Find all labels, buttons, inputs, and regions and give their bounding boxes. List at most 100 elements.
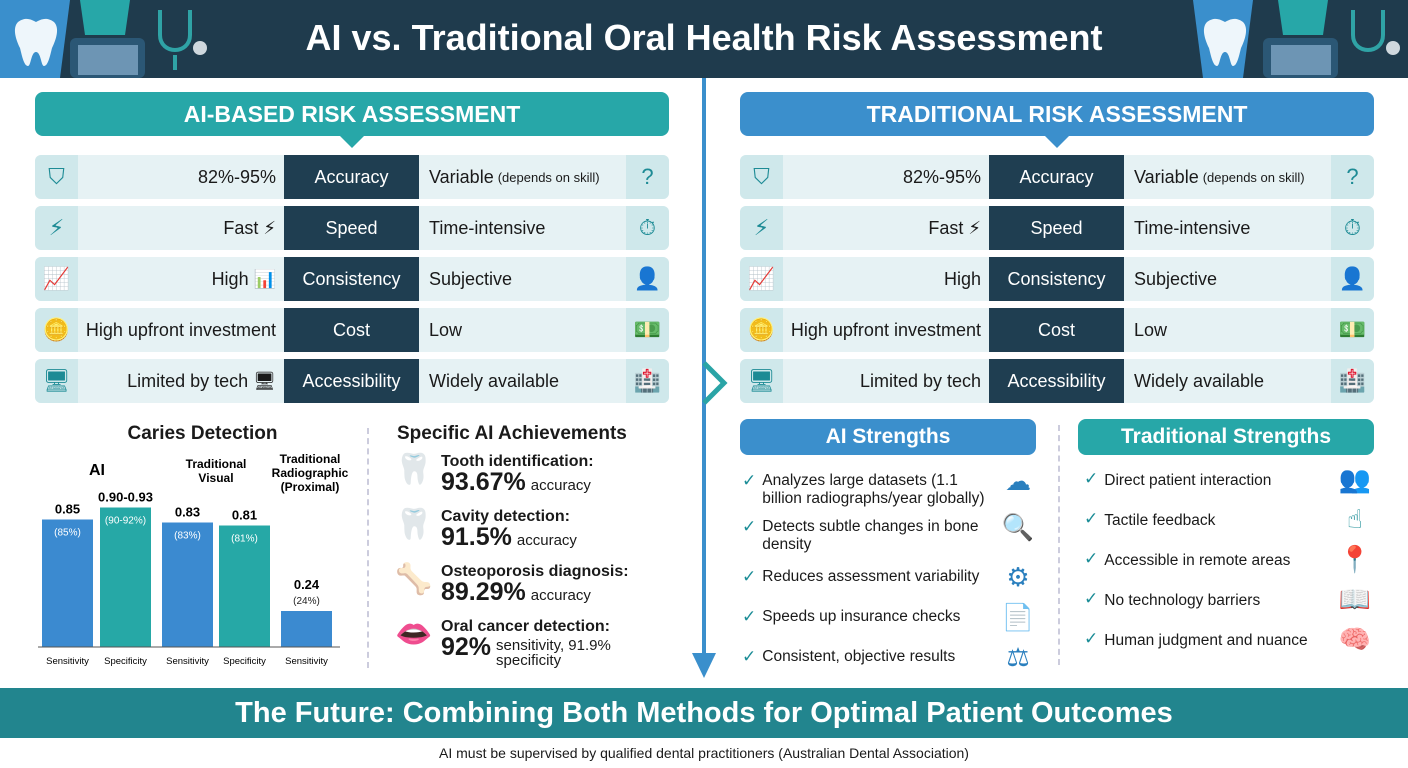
group-label: Traditional (280, 452, 341, 466)
magnifier-tooth-icon: 🔍 (1001, 512, 1035, 542)
ai-value-text: Limited by tech (859, 370, 981, 391)
dental-decoration-right (1193, 0, 1408, 78)
comparison-row: ⛉ 82%-95% Accuracy Variable (depends on s… (35, 155, 669, 199)
open-book-icon: 📖 (1338, 584, 1371, 614)
traditional-strength-item: ✓ Accessible in remote areas 📍 (1084, 546, 1374, 572)
traditional-value-text: Widely available (429, 370, 560, 391)
lightning-icon: ⚡ (35, 206, 78, 250)
ai-value-text: High (943, 268, 981, 289)
footer-caption: AI must be supervised by qualified denta… (439, 745, 969, 761)
ai-value-text: Limited by tech 🖥 (127, 370, 276, 391)
bar-value-label: 0.90-0.93 (98, 490, 153, 505)
comparison-row: ⚡ Fast ⚡ Speed Time-intensive ⏱ (740, 206, 1374, 250)
metric-label: Accuracy (989, 155, 1124, 199)
traditional-value-text: Variable (429, 166, 494, 187)
chart-bar (100, 507, 151, 647)
ai-value: 82%-95% (78, 155, 284, 199)
achievement-unit: sensitivity, 91.9% specificity (496, 637, 611, 669)
strength-text: Human judgment and nuance (1104, 632, 1308, 649)
comparison-row: 🪙 High upfront investment Cost Low 💵 (740, 308, 1374, 352)
metric-label: Accuracy (284, 155, 419, 199)
ai-strength-item: ✓ Detects subtle changes in bone density 🔍 (742, 512, 1038, 554)
strength-text: Tactile feedback (1104, 512, 1216, 529)
cloud-database-icon: ☁ (1005, 466, 1032, 496)
clinic-icon: 🏥 (626, 359, 669, 403)
coins-icon: 🪙 (740, 308, 783, 352)
dental-decoration-left (0, 0, 215, 78)
pointer-triangle (340, 136, 364, 148)
metric-label: Consistency (284, 257, 419, 301)
ai-value: Fast ⚡ (783, 206, 989, 250)
x-tick-label: Sensitivity (166, 656, 209, 667)
check-icon: ✓ (742, 647, 757, 666)
achievement-item: 🦷 Cavity detection: 91.5% accuracy (395, 507, 680, 552)
achievement-unit: accuracy (530, 477, 591, 494)
person-icon: 👤 (626, 257, 669, 301)
clinic-icon: 🏥 (1331, 359, 1374, 403)
traditional-value: Subjective (1124, 257, 1331, 301)
comparison-row: 🪙 High upfront investment Cost Low 💵 (35, 308, 669, 352)
ai-strengths-header: AI Strengths (740, 419, 1036, 455)
traditional-value-text: Low (429, 319, 463, 340)
comparison-row: 🖥 Limited by tech 🖥 Accessibility Widely… (35, 359, 669, 403)
achievement-label: Osteoporosis diagnosis: (441, 563, 629, 580)
chart-bar (42, 519, 93, 647)
strength-text: Reduces assessment variability (762, 568, 980, 585)
check-icon: ✓ (1084, 629, 1099, 648)
metric-label: Speed (284, 206, 419, 250)
traditional-value-note: (depends on skill) (1202, 169, 1305, 185)
ai-value-text: 82%-95% (902, 166, 981, 187)
check-icon: ✓ (1084, 549, 1099, 568)
future-banner: The Future: Combining Both Methods for O… (0, 688, 1408, 738)
pointer-triangle (1045, 136, 1069, 148)
document-clock-icon: 📄 (1001, 602, 1035, 632)
traditional-value-text: Subjective (429, 268, 513, 289)
achievement-value: 93.67% (441, 468, 526, 496)
comparison-row: ⚡ Fast ⚡ Speed Time-intensive ⏱ (35, 206, 669, 250)
panel-title: TRADITIONAL RISK ASSESSMENT (866, 101, 1248, 127)
x-tick-label: Sensitivity (46, 656, 89, 667)
chart-bar (162, 522, 213, 647)
banknote-icon: 💵 (1331, 308, 1374, 352)
check-icon: ✓ (742, 607, 757, 626)
ai-value-text: 82%-95% (197, 166, 276, 187)
comparison-row: 📈 High 📊 Consistency Subjective 👤 (35, 257, 669, 301)
bar-value-label: 0.81 (232, 508, 257, 523)
percent-shield-icon: ⛉ (740, 155, 783, 199)
traditional-value: Time-intensive (1124, 206, 1331, 250)
metric-label: Consistency (989, 257, 1124, 301)
ai-value: High (783, 257, 989, 301)
stopwatch-icon: ⏱ (626, 206, 669, 250)
caries-detection-chart: AI TraditionalVisualTraditionalRadiograph… (38, 452, 349, 667)
stopwatch-icon: ⏱ (1331, 206, 1374, 250)
strength-text: Speeds up insurance checks (762, 608, 961, 625)
ai-value-text: High upfront investment (85, 319, 276, 340)
traditional-strength-item: ✓ No technology barriers 📖 (1084, 584, 1374, 614)
page-title: AI vs. Traditional Oral Health Risk Asse… (305, 17, 1103, 58)
achievement-value: 89.29% (441, 578, 526, 606)
strength-text: Direct patient interaction (1104, 472, 1272, 489)
achievement-label: Cavity detection: (441, 508, 570, 525)
bar-value-label: 0.24 (294, 577, 320, 592)
question-shield-icon: ? (1331, 155, 1374, 199)
percent-shield-icon: ⛉ (35, 155, 78, 199)
section-divider (367, 428, 369, 668)
question-shield-icon: ? (626, 155, 669, 199)
ai-strength-item: ✓ Reduces assessment variability ⚙ (742, 564, 1038, 590)
ai-value: High upfront investment (783, 308, 989, 352)
strengths-divider (1058, 425, 1060, 665)
ai-value: Limited by tech 🖥 (78, 359, 284, 403)
group-label: Visual (198, 471, 233, 485)
ai-strength-item: ✓ Analyzes large datasets (1.1 billion ra… (742, 466, 1038, 508)
bone-icon: 🦴 (395, 563, 433, 596)
brain-head-icon: 🧠 (1338, 624, 1371, 654)
group-label: Traditional (186, 457, 247, 471)
strength-text: Analyzes large datasets (1.1 billion rad… (762, 472, 985, 507)
traditional-value: Widely available (1124, 359, 1331, 403)
bar-percent-label: (83%) (174, 531, 201, 542)
center-divider-arrow (692, 78, 728, 678)
ai-value: High 📊 (78, 257, 284, 301)
ai-value-text: High 📊 (211, 268, 276, 289)
ai-value-text: Fast ⚡ (223, 217, 276, 238)
strength-text: Detects subtle changes in bone density (762, 518, 979, 553)
